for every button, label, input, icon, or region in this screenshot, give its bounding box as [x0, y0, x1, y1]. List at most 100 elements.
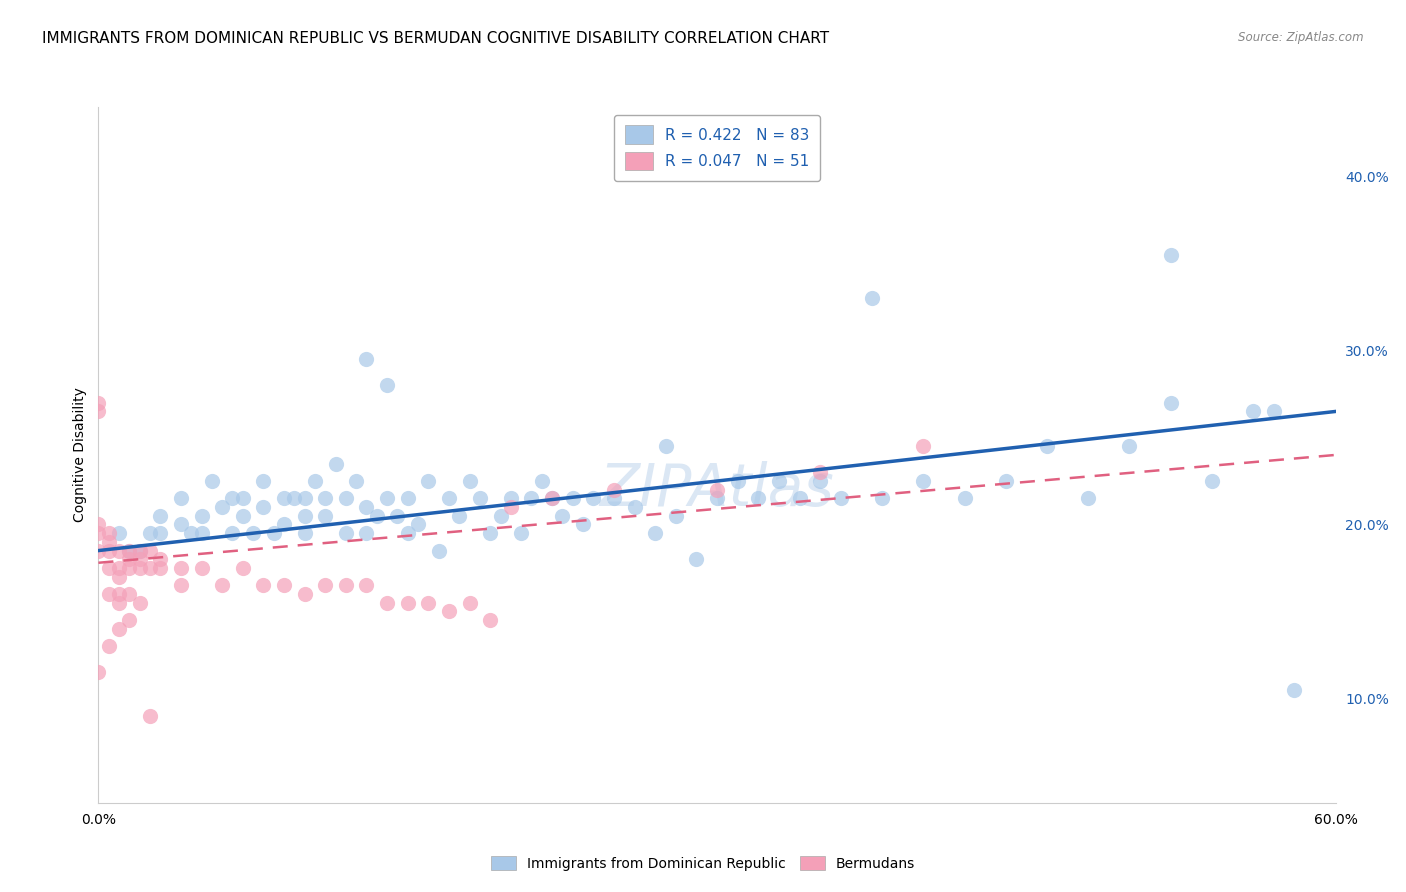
Point [128, 596, 150, 610]
Point [273, 491, 295, 506]
Point [201, 474, 224, 488]
Point [387, 508, 409, 523]
Point [335, 526, 357, 541]
Point [1160, 395, 1182, 409]
Point [294, 526, 316, 541]
Point [314, 508, 336, 523]
Point [375, 491, 398, 506]
Point [149, 552, 172, 566]
Point [252, 500, 274, 514]
Point [294, 587, 316, 601]
Point [128, 543, 150, 558]
Legend: Immigrants from Dominican Republic, Bermudans: Immigrants from Dominican Republic, Berm… [485, 850, 921, 876]
Point [375, 596, 398, 610]
Point [665, 508, 688, 523]
Point [211, 578, 233, 592]
Point [283, 491, 305, 506]
Point [232, 561, 254, 575]
Point [418, 474, 440, 488]
Point [747, 491, 769, 506]
Point [366, 508, 388, 523]
Point [396, 491, 419, 506]
Point [170, 491, 193, 506]
Point [396, 596, 419, 610]
Point [87, 517, 110, 532]
Point [170, 517, 193, 532]
Text: ZIPAtlas: ZIPAtlas [600, 461, 834, 518]
Point [190, 561, 212, 575]
Point [252, 578, 274, 592]
Point [190, 508, 212, 523]
Point [530, 474, 553, 488]
Point [149, 561, 172, 575]
Point [149, 526, 172, 541]
Point [221, 491, 243, 506]
Point [273, 517, 295, 532]
Point [118, 587, 141, 601]
Point [654, 439, 676, 453]
Point [356, 526, 378, 541]
Point [356, 500, 378, 514]
Point [789, 491, 811, 506]
Point [1284, 682, 1306, 697]
Point [1160, 248, 1182, 262]
Point [170, 561, 193, 575]
Point [294, 491, 316, 506]
Point [118, 613, 141, 627]
Point [87, 395, 110, 409]
Point [139, 708, 162, 723]
Point [912, 439, 935, 453]
Point [87, 404, 110, 418]
Point [808, 466, 831, 480]
Point [232, 508, 254, 523]
Y-axis label: Cognitive Disability: Cognitive Disability [73, 387, 87, 523]
Point [1263, 404, 1285, 418]
Point [87, 526, 110, 541]
Point [458, 596, 481, 610]
Point [118, 561, 141, 575]
Point [263, 526, 285, 541]
Point [97, 587, 120, 601]
Point [139, 526, 162, 541]
Point [314, 491, 336, 506]
Point [128, 543, 150, 558]
Point [520, 491, 543, 506]
Point [603, 483, 626, 497]
Point [1077, 491, 1099, 506]
Point [108, 526, 131, 541]
Point [242, 526, 264, 541]
Text: Source: ZipAtlas.com: Source: ZipAtlas.com [1239, 31, 1364, 45]
Point [211, 500, 233, 514]
Point [623, 500, 645, 514]
Point [953, 491, 976, 506]
Point [449, 508, 471, 523]
Point [97, 639, 120, 653]
Point [190, 526, 212, 541]
Point [97, 526, 120, 541]
Point [572, 517, 595, 532]
Point [97, 543, 120, 558]
Point [149, 508, 172, 523]
Point [294, 508, 316, 523]
Point [551, 508, 574, 523]
Point [108, 622, 131, 636]
Point [344, 474, 367, 488]
Point [768, 474, 790, 488]
Text: IMMIGRANTS FROM DOMINICAN REPUBLIC VS BERMUDAN COGNITIVE DISABILITY CORRELATION : IMMIGRANTS FROM DOMINICAN REPUBLIC VS BE… [42, 31, 830, 46]
Point [108, 543, 131, 558]
Point [541, 491, 564, 506]
Point [1241, 404, 1264, 418]
Point [356, 578, 378, 592]
Point [499, 491, 522, 506]
Point [335, 578, 357, 592]
Point [356, 352, 378, 367]
Point [541, 491, 564, 506]
Point [87, 543, 110, 558]
Point [139, 543, 162, 558]
Point [128, 561, 150, 575]
Point [561, 491, 583, 506]
Point [418, 596, 440, 610]
Point [108, 587, 131, 601]
Point [118, 543, 141, 558]
Point [252, 474, 274, 488]
